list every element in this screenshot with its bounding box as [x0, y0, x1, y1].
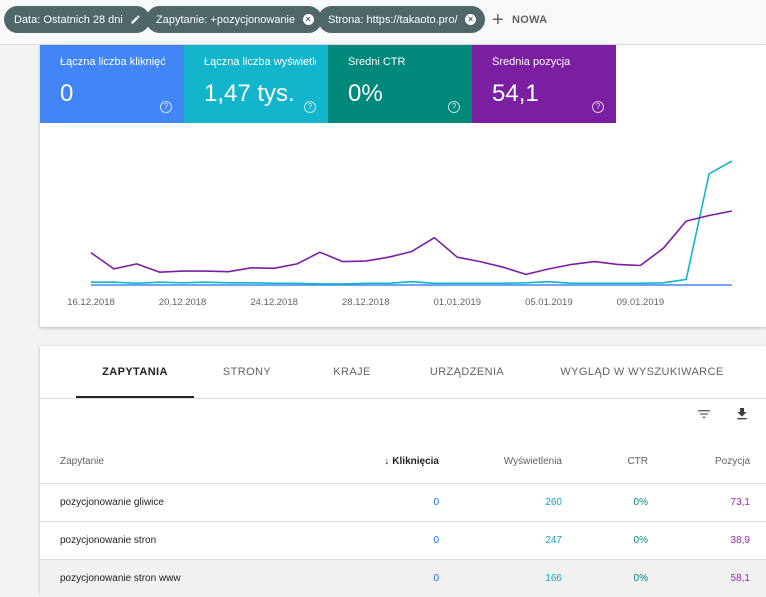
x-tick-label: 20.12.2018 — [159, 297, 207, 308]
series-line-1 — [91, 160, 733, 285]
table-divider — [40, 521, 766, 522]
close-icon[interactable]: × — [465, 14, 477, 26]
cell-impressions: 247 — [545, 535, 562, 546]
column-header-label: Kliknięcia — [392, 456, 439, 467]
metric-value: 0 — [60, 80, 74, 107]
metric-value: 54,1 — [492, 80, 539, 107]
help-icon[interactable]: ? — [160, 101, 172, 113]
cell-clicks: 0 — [433, 535, 439, 546]
x-tick-label: 16.12.2018 — [67, 297, 115, 308]
new-filter-label: NOWA — [511, 13, 548, 26]
page-filter-chip[interactable]: Strona: https://takaoto.pro/ × — [318, 6, 485, 33]
chip-label: Zapytanie: +pozycjonowanie — [156, 13, 296, 26]
tab-countries[interactable]: KRAJE — [304, 346, 400, 398]
chip-label: Data: Ostatnich 28 dni — [14, 13, 123, 26]
column-header-impressions[interactable]: Wyświetlenia — [503, 456, 562, 467]
cell-query: pozycjonowanie stron — [60, 535, 157, 546]
plus-icon: + — [492, 8, 504, 31]
metric-clicks[interactable]: Łączna liczba kliknięć 0 ? — [40, 45, 184, 123]
performance-card: Łączna liczba kliknięć 0 ? Łączna liczba… — [40, 45, 766, 327]
column-header-position[interactable]: Pozycja — [714, 456, 750, 467]
download-icon[interactable] — [734, 406, 750, 422]
cell-position: 58,1 — [730, 573, 750, 584]
date-filter-chip[interactable]: Data: Ostatnich 28 dni — [4, 6, 150, 33]
x-tick-label: 09.01.2019 — [617, 297, 665, 308]
tab-label: URZĄDZENIA — [429, 366, 505, 378]
cell-query: pozycjonowanie stron www — [60, 573, 181, 584]
cell-query: pozycjonowanie gliwice — [60, 497, 164, 508]
metric-label: Średnia pozycja — [492, 56, 571, 68]
column-header-clicks[interactable]: ↓ Kliknięcia — [380, 456, 439, 467]
cell-impressions: 166 — [545, 573, 562, 584]
x-tick-label: 01.01.2019 — [434, 297, 482, 308]
cell-ctr: 0% — [633, 497, 648, 508]
tab-devices[interactable]: URZĄDZENIA — [412, 346, 522, 398]
x-tick-label: 05.01.2019 — [525, 297, 573, 308]
metric-value: 0% — [348, 80, 383, 107]
cell-position: 73,1 — [730, 497, 750, 508]
metric-label: Łączna liczba wyświetleń — [204, 56, 316, 68]
tab-queries[interactable]: ZAPYTANIA — [76, 346, 194, 398]
cell-clicks: 0 — [433, 497, 439, 508]
tab-label: WYGLĄD W WYSZUKIWARCE — [560, 366, 724, 378]
filter-icon[interactable] — [696, 406, 712, 422]
table-row[interactable]: pozycjonowanie stron 0 247 0% 38,9 — [40, 522, 766, 559]
tabs-divider — [40, 398, 766, 399]
sort-arrow-down-icon: ↓ — [384, 456, 390, 467]
tab-label: KRAJE — [333, 366, 371, 378]
help-icon[interactable]: ? — [448, 101, 460, 113]
column-header-ctr[interactable]: CTR — [627, 456, 648, 467]
pencil-icon[interactable] — [130, 14, 142, 26]
close-icon[interactable]: × — [302, 14, 314, 26]
tab-label: ZAPYTANIA — [102, 366, 168, 378]
cell-impressions: 260 — [545, 497, 562, 508]
metric-ctr[interactable]: Średni CTR 0% ? — [328, 45, 472, 123]
tab-label: STRONY — [222, 366, 272, 378]
filter-bar: Data: Ostatnich 28 dni Zapytanie: +pozyc… — [0, 0, 766, 45]
query-filter-chip[interactable]: Zapytanie: +pozycjonowanie × — [146, 6, 323, 33]
metric-position[interactable]: Średnia pozycja 54,1 ? — [472, 45, 616, 123]
table-divider — [40, 483, 766, 484]
chip-label: Strona: https://takaoto.pro/ — [328, 13, 458, 26]
series-line-2 — [90, 210, 733, 276]
cell-position: 38,9 — [730, 535, 750, 546]
cell-clicks: 0 — [433, 573, 439, 584]
column-header-query[interactable]: Zapytanie — [60, 456, 104, 467]
help-icon[interactable]: ? — [592, 101, 604, 113]
x-tick-label: 24.12.2018 — [250, 297, 298, 308]
new-filter-button[interactable]: + NOWA — [492, 6, 547, 33]
table-row[interactable]: pozycjonowanie stron www 0 166 0% 58,1 — [40, 560, 766, 597]
metric-impressions[interactable]: Łączna liczba wyświetleń 1,47 tys. ? — [184, 45, 328, 123]
table-divider — [40, 559, 766, 560]
metric-label: Średni CTR — [348, 56, 406, 68]
tab-pages[interactable]: STRONY — [200, 346, 294, 398]
help-icon[interactable]: ? — [304, 101, 316, 113]
report-table-card: ZAPYTANIA STRONY KRAJE URZĄDZENIA WYGLĄD… — [40, 346, 766, 597]
cell-ctr: 0% — [633, 573, 648, 584]
tab-search-appearance[interactable]: WYGLĄD W WYSZUKIWARCE — [544, 346, 740, 398]
cell-ctr: 0% — [633, 535, 648, 546]
metric-label: Łączna liczba kliknięć — [60, 56, 166, 68]
performance-chart: 16.12.2018 20.12.2018 24.12.2018 28.12.2018… — [67, 160, 733, 308]
x-tick-label: 28.12.2018 — [342, 297, 390, 308]
metric-value: 1,47 tys. — [204, 80, 295, 107]
table-row[interactable]: pozycjonowanie gliwice 0 260 0% 73,1 — [40, 484, 766, 521]
